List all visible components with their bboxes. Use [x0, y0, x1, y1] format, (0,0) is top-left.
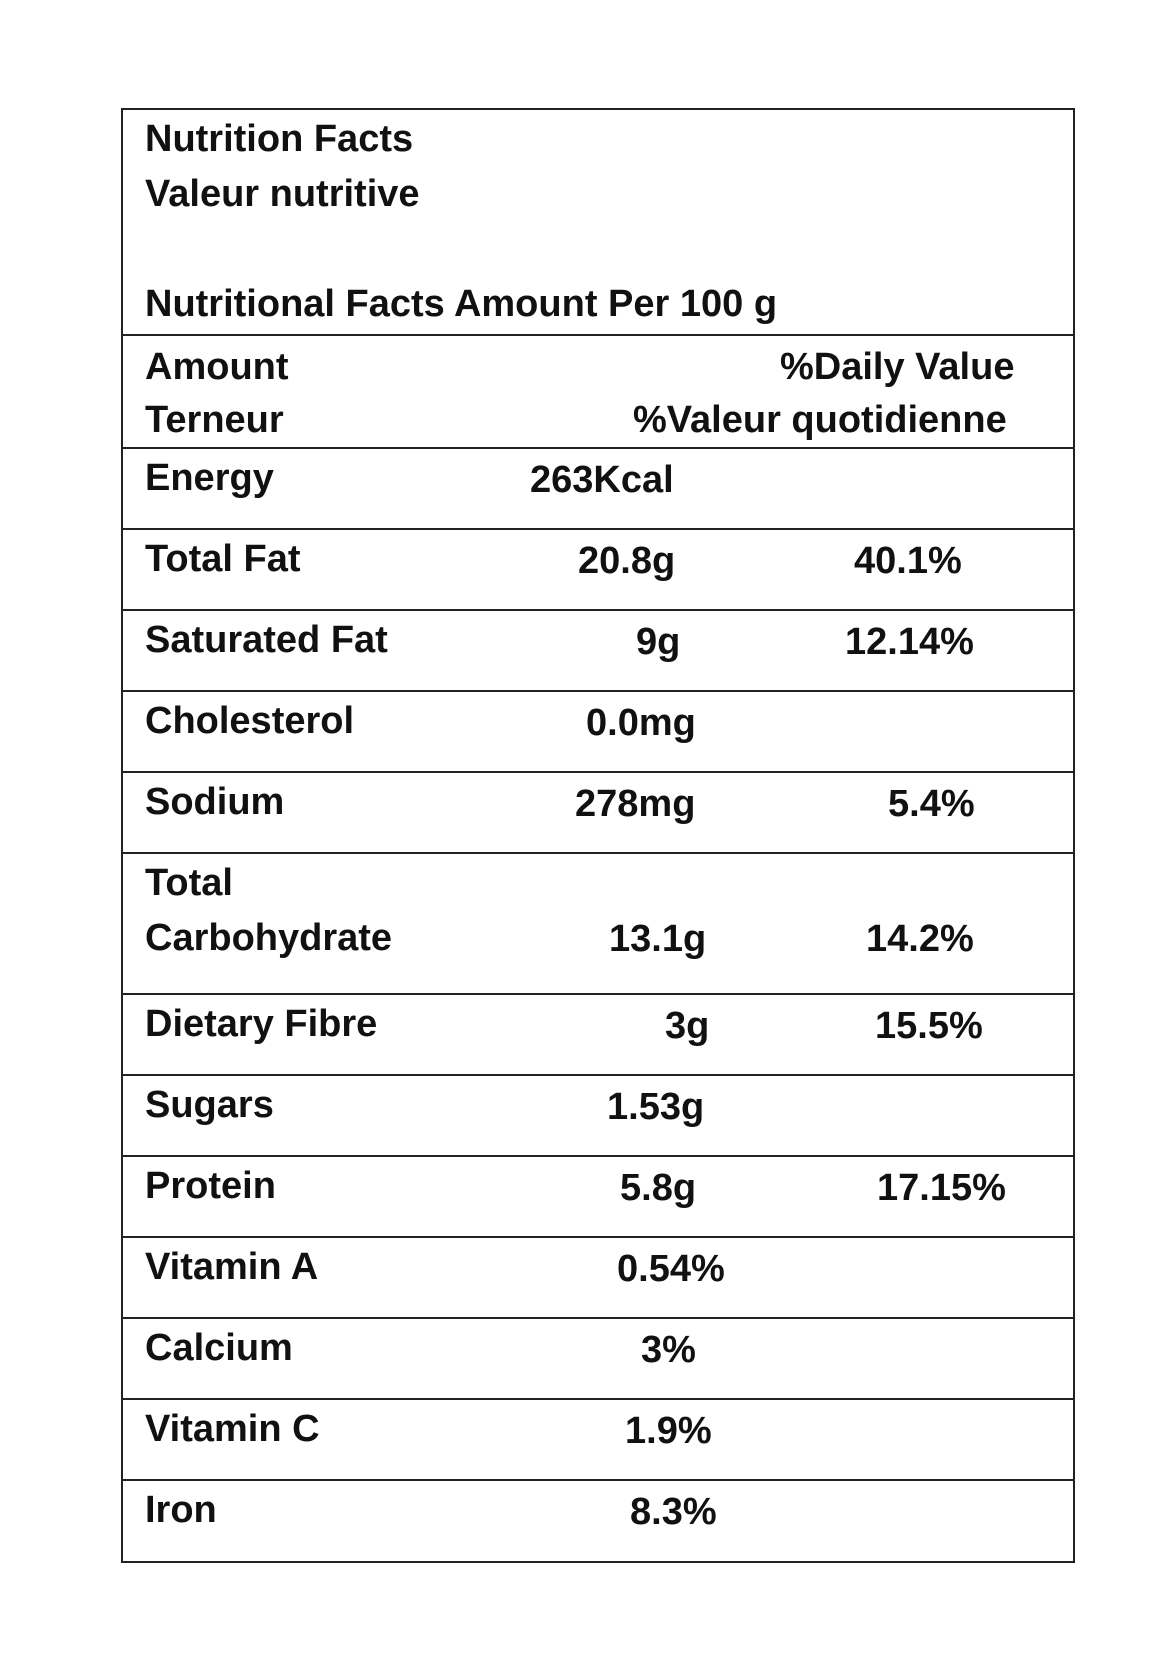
- nutrient-name: Vitamin C: [145, 1408, 320, 1450]
- serving-size: Nutritional Facts Amount Per 100 g: [145, 283, 778, 325]
- nutrient-row-energy: Energy 263Kcal: [123, 449, 1073, 530]
- nutrient-amount: 9g: [636, 621, 681, 663]
- nutrient-name: Iron: [145, 1489, 217, 1531]
- amount-header-english: Amount: [145, 346, 289, 388]
- nutrition-facts-panel: Nutrition Facts Valeur nutritive Nutriti…: [121, 108, 1075, 1563]
- nutrient-row-dietary-fibre: Dietary Fibre 3g 15.5%: [123, 995, 1073, 1076]
- nutrient-name: Energy: [145, 457, 274, 499]
- nutrient-amount: 0.0mg: [586, 702, 696, 744]
- nutrient-name: Protein: [145, 1165, 276, 1207]
- nutrient-name-line-1: Total: [145, 862, 233, 904]
- nutrient-name: Sodium: [145, 781, 285, 823]
- nutrient-amount: 1.9%: [625, 1410, 712, 1452]
- nutrient-name: Dietary Fibre: [145, 1003, 378, 1045]
- nutrient-amount: 0.54%: [617, 1248, 725, 1290]
- nutrient-daily-value: 15.5%: [875, 1005, 983, 1047]
- nutrient-name: Calcium: [145, 1327, 293, 1369]
- nutrient-amount: 3%: [641, 1329, 696, 1371]
- nutrient-amount: 3g: [665, 1005, 710, 1047]
- nutrient-daily-value: 40.1%: [854, 540, 962, 582]
- nutrient-name: Total Fat: [145, 538, 301, 580]
- nutrient-row-iron: Iron 8.3%: [123, 1481, 1073, 1563]
- nutrient-daily-value: 5.4%: [888, 783, 975, 825]
- nutrient-name: Cholesterol: [145, 700, 355, 742]
- nutrient-amount: 5.8g: [620, 1167, 697, 1209]
- nutrient-row-sodium: Sodium 278mg 5.4%: [123, 773, 1073, 854]
- nutrient-amount: 263Kcal: [530, 459, 674, 501]
- daily-value-header-french: %Valeur quotidienne: [633, 399, 1007, 441]
- nutrient-row-saturated-fat: Saturated Fat 9g 12.14%: [123, 611, 1073, 692]
- nutrient-name: Saturated Fat: [145, 619, 388, 661]
- amount-header-french: Terneur: [145, 399, 284, 441]
- nutrient-row-vitamin-c: Vitamin C 1.9%: [123, 1400, 1073, 1481]
- panel-header: Nutrition Facts Valeur nutritive Nutriti…: [123, 110, 1073, 336]
- nutrient-amount: 1.53g: [607, 1086, 705, 1128]
- title-english: Nutrition Facts: [145, 118, 414, 160]
- nutrient-row-cholesterol: Cholesterol 0.0mg: [123, 692, 1073, 773]
- nutrient-daily-value: 14.2%: [866, 918, 974, 960]
- nutrient-row-protein: Protein 5.8g 17.15%: [123, 1157, 1073, 1238]
- nutrient-daily-value: 12.14%: [845, 621, 974, 663]
- nutrient-amount: 13.1g: [609, 918, 707, 960]
- nutrient-amount: 8.3%: [630, 1491, 717, 1533]
- nutrient-row-sugars: Sugars 1.53g: [123, 1076, 1073, 1157]
- title-french: Valeur nutritive: [145, 173, 420, 215]
- nutrient-row-total-carbohydrate: Total Carbohydrate 13.1g 14.2%: [123, 854, 1073, 995]
- daily-value-header-english: %Daily Value: [780, 346, 1015, 388]
- nutrient-name: Sugars: [145, 1084, 274, 1126]
- nutrient-name: Vitamin A: [145, 1246, 319, 1288]
- nutrient-row-calcium: Calcium 3%: [123, 1319, 1073, 1400]
- nutrient-name-line-2: Carbohydrate: [145, 917, 393, 959]
- nutrient-row-vitamin-a: Vitamin A 0.54%: [123, 1238, 1073, 1319]
- nutrient-row-total-fat: Total Fat 20.8g 40.1%: [123, 530, 1073, 611]
- nutrient-amount: 20.8g: [578, 540, 676, 582]
- nutrient-amount: 278mg: [575, 783, 696, 825]
- column-headers: Amount Terneur %Daily Value %Valeur quot…: [123, 336, 1073, 449]
- nutrient-daily-value: 17.15%: [877, 1167, 1006, 1209]
